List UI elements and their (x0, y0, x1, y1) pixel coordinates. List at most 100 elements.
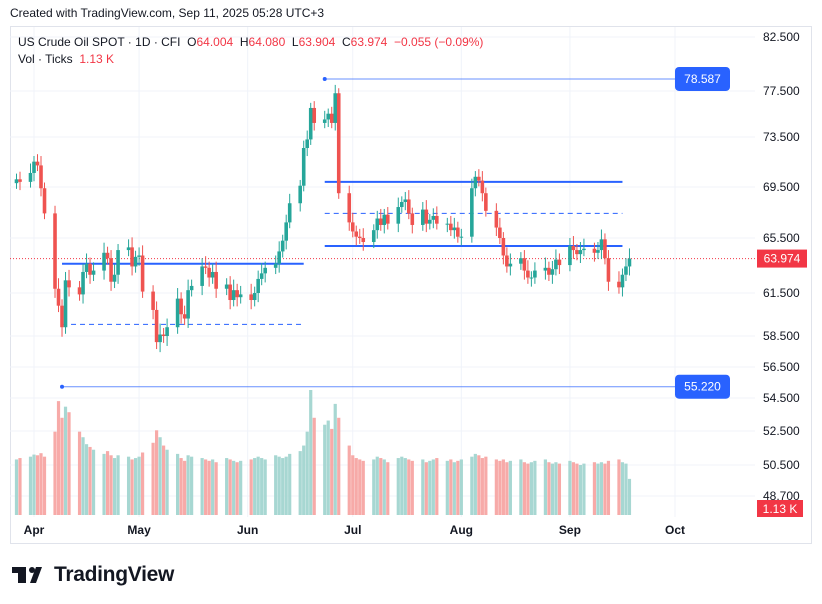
volume-bar (547, 462, 551, 515)
volume-bar (624, 463, 628, 515)
candle-body (435, 215, 439, 224)
volume-bar (424, 462, 428, 515)
candle-body (200, 266, 204, 286)
volume-bar (410, 460, 414, 515)
volume-bar (67, 412, 71, 515)
candle-body (557, 259, 562, 266)
candle-body (543, 267, 548, 271)
candle-body (186, 290, 190, 319)
candle-body (182, 314, 187, 319)
candle-body (252, 293, 257, 301)
volume-bar (63, 406, 68, 515)
candle-body (501, 238, 506, 256)
volume-bar (473, 453, 477, 515)
volume-bar (28, 456, 33, 515)
volume-bar (42, 456, 47, 515)
x-tick-label: Sep (559, 523, 581, 537)
candle-body (519, 258, 523, 264)
candle-body (207, 267, 211, 278)
chart-panel (10, 26, 812, 544)
volume-bar (235, 462, 239, 515)
candle-body (396, 207, 401, 224)
volume-bar (179, 458, 183, 515)
candle-body (287, 203, 292, 223)
candle-body (592, 248, 597, 253)
candle-body (308, 107, 313, 140)
tradingview-logo[interactable]: TradingView (12, 563, 174, 587)
candle-body (371, 230, 376, 243)
volume-bar (351, 455, 355, 515)
volume-label[interactable]: Vol · Ticks (18, 52, 73, 66)
candle-body (554, 259, 558, 270)
candle-body (459, 236, 464, 238)
candle-body (235, 290, 239, 298)
open-value: 64.004 (196, 35, 234, 49)
level-anchor (60, 384, 65, 389)
candle-body (35, 161, 40, 166)
candle-body (91, 270, 96, 275)
candle-body (28, 172, 33, 182)
candle-body (624, 266, 628, 275)
candle-body (494, 210, 499, 228)
candle-body (578, 250, 583, 255)
volume-bar (116, 455, 120, 515)
volume-bar (225, 458, 229, 515)
volume-bar (554, 462, 558, 515)
volume-bar (39, 453, 43, 515)
price-tag (675, 66, 730, 91)
volume-bar (183, 460, 187, 515)
candle-body (627, 258, 632, 267)
y-tick-label: 69.500 (763, 180, 800, 194)
volume-bar (529, 462, 533, 515)
candle-body (382, 214, 387, 225)
volume-bar (505, 462, 509, 515)
y-tick-label: 52.500 (763, 424, 800, 438)
candle-body (357, 236, 362, 238)
volume-bar (484, 456, 488, 515)
volume-bar (428, 460, 432, 515)
volume-bar (88, 446, 92, 515)
level-anchor (322, 76, 327, 81)
candle-body (18, 179, 22, 182)
symbol-name[interactable]: US Crude Oil SPOT · 1D · CFI (18, 35, 181, 49)
y-tick-label: 54.500 (763, 391, 800, 405)
volume-bar (130, 459, 134, 515)
candle-body (112, 274, 117, 282)
volume-bar (403, 458, 407, 515)
volume-bar (326, 420, 330, 515)
volume-bar (456, 460, 460, 515)
volume-bar (214, 462, 218, 515)
volume-bar (372, 459, 376, 515)
candle-body (130, 247, 134, 267)
legend-ohlc-row: US Crude Oil SPOT · 1D · CFI O64.004 H64… (18, 34, 483, 51)
volume-bar (102, 453, 106, 515)
volume-bar (151, 442, 155, 515)
volume-bar (84, 444, 89, 515)
candle-body (533, 270, 537, 278)
volume-bar (137, 456, 141, 515)
grid (10, 27, 755, 517)
candle-body (84, 263, 89, 272)
candle-body (214, 271, 218, 289)
volume-bar (459, 459, 463, 515)
volume-bar (568, 460, 572, 515)
current-price-tag (757, 249, 807, 268)
price-labels: 78.587 55.220 63.974 1.13 K (675, 66, 807, 517)
legend: US Crude Oil SPOT · 1D · CFI O64.004 H64… (18, 34, 483, 68)
volume-bar (617, 459, 621, 515)
close-value: 63.974 (350, 35, 388, 49)
candle-body (224, 284, 229, 289)
volume-bar (333, 403, 337, 515)
y-tick-label: 77.500 (763, 84, 800, 98)
y-tick-label: 82.500 (763, 30, 800, 44)
candle-body (277, 251, 281, 264)
volume-bar (284, 456, 288, 515)
brand-name: TradingView (54, 563, 175, 586)
candle-body (102, 252, 106, 271)
volume-bar (154, 430, 159, 515)
candle-body (158, 334, 162, 343)
y-tick-label: 73.500 (763, 130, 800, 144)
candle-body (81, 271, 85, 295)
volume-bar (158, 437, 162, 515)
